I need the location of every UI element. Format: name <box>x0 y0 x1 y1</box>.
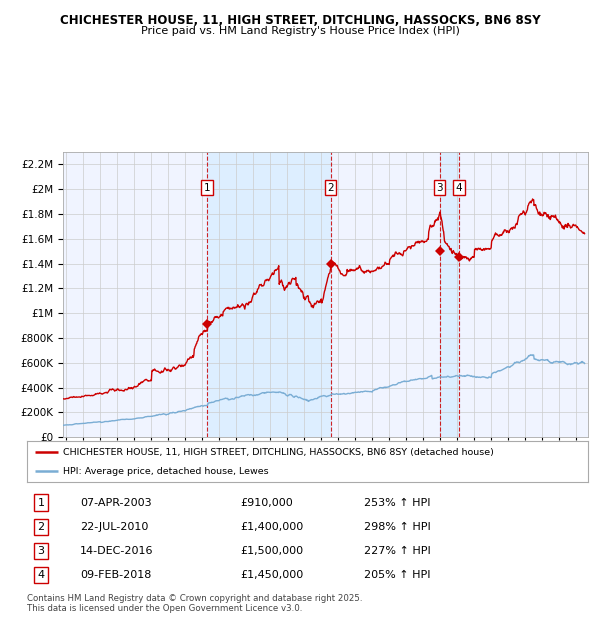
Text: 2: 2 <box>328 182 334 193</box>
Text: 1: 1 <box>203 182 210 193</box>
Text: CHICHESTER HOUSE, 11, HIGH STREET, DITCHLING, HASSOCKS, BN6 8SY: CHICHESTER HOUSE, 11, HIGH STREET, DITCH… <box>59 14 541 27</box>
Text: 07-APR-2003: 07-APR-2003 <box>80 497 152 508</box>
Text: HPI: Average price, detached house, Lewes: HPI: Average price, detached house, Lewe… <box>64 467 269 476</box>
Text: £910,000: £910,000 <box>240 497 293 508</box>
Text: £1,450,000: £1,450,000 <box>240 570 304 580</box>
Text: 22-JUL-2010: 22-JUL-2010 <box>80 522 149 532</box>
Text: 205% ↑ HPI: 205% ↑ HPI <box>364 570 430 580</box>
Text: 253% ↑ HPI: 253% ↑ HPI <box>364 497 430 508</box>
Text: 14-DEC-2016: 14-DEC-2016 <box>80 546 154 556</box>
Text: 1: 1 <box>38 497 44 508</box>
Text: 3: 3 <box>436 182 443 193</box>
Text: £1,400,000: £1,400,000 <box>240 522 304 532</box>
Text: This data is licensed under the Open Government Licence v3.0.: This data is licensed under the Open Gov… <box>27 604 302 613</box>
Text: 3: 3 <box>38 546 44 556</box>
Text: CHICHESTER HOUSE, 11, HIGH STREET, DITCHLING, HASSOCKS, BN6 8SY (detached house): CHICHESTER HOUSE, 11, HIGH STREET, DITCH… <box>64 448 494 457</box>
Text: 09-FEB-2018: 09-FEB-2018 <box>80 570 152 580</box>
Text: 2: 2 <box>37 522 44 532</box>
Text: 4: 4 <box>456 182 463 193</box>
Text: 227% ↑ HPI: 227% ↑ HPI <box>364 546 430 556</box>
Text: 298% ↑ HPI: 298% ↑ HPI <box>364 522 430 532</box>
Text: 4: 4 <box>37 570 44 580</box>
Bar <box>207 152 331 437</box>
Bar <box>440 152 459 437</box>
Text: Contains HM Land Registry data © Crown copyright and database right 2025.: Contains HM Land Registry data © Crown c… <box>27 594 362 603</box>
Text: £1,500,000: £1,500,000 <box>240 546 304 556</box>
Text: Price paid vs. HM Land Registry's House Price Index (HPI): Price paid vs. HM Land Registry's House … <box>140 26 460 36</box>
